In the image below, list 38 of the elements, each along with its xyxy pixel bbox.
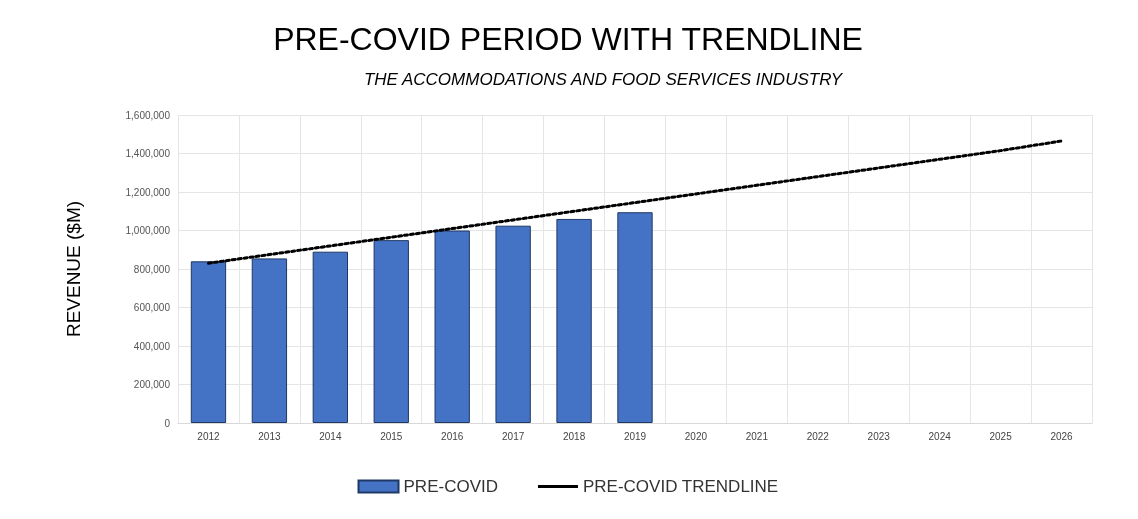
x-tick-label: 2020 xyxy=(684,430,708,442)
x-tick-label: 2022 xyxy=(806,430,830,442)
x-tick-label: 2016 xyxy=(441,430,464,442)
bar xyxy=(251,258,288,423)
x-tick-label: 2017 xyxy=(502,430,525,442)
y-tick-label: 200,000 xyxy=(133,379,171,390)
bar xyxy=(495,225,531,423)
x-tick-label: 2013 xyxy=(258,430,281,442)
x-tick-label: 2015 xyxy=(380,430,403,442)
legend-label: PRE-COVID xyxy=(403,477,498,496)
chart-subtitle: THE ACCOMMODATIONS AND FOOD SERVICES INDUSTRY xyxy=(363,70,844,89)
y-tick-label: 0 xyxy=(164,417,171,429)
bar xyxy=(190,261,227,423)
y-tick-label: 1,600,000 xyxy=(125,109,171,121)
x-tick-label: 2025 xyxy=(989,430,1013,442)
y-tick-label: 400,000 xyxy=(133,340,171,352)
x-tick-label: 2021 xyxy=(745,430,769,442)
y-tick-label: 1,000,000 xyxy=(125,225,171,236)
y-axis-title: REVENUE ($M) xyxy=(63,200,84,338)
line-series xyxy=(206,139,1064,265)
x-tick-label: 2018 xyxy=(562,430,586,442)
bar xyxy=(434,230,470,423)
y-tick-label: 1,400,000 xyxy=(125,148,171,159)
legend-label: PRE-COVID TRENDLINE xyxy=(582,477,779,496)
chart-title: PRE-COVID PERIOD WITH TRENDLINE xyxy=(273,21,863,57)
bar xyxy=(312,251,348,423)
bar xyxy=(556,218,592,423)
x-tick-label: 2026 xyxy=(1050,430,1074,442)
x-tick-label: 2023 xyxy=(867,430,891,442)
y-tick-label: 600,000 xyxy=(133,302,171,313)
x-tick-label: 2024 xyxy=(928,430,952,442)
x-tick-label: 2014 xyxy=(319,430,342,442)
x-tick-label: 2012 xyxy=(197,430,221,442)
y-tick-label: 800,000 xyxy=(133,263,171,275)
x-tick-label: 2019 xyxy=(623,430,647,442)
bar xyxy=(617,212,653,423)
y-tick-label: 1,200,000 xyxy=(125,186,171,198)
bar xyxy=(373,240,409,423)
